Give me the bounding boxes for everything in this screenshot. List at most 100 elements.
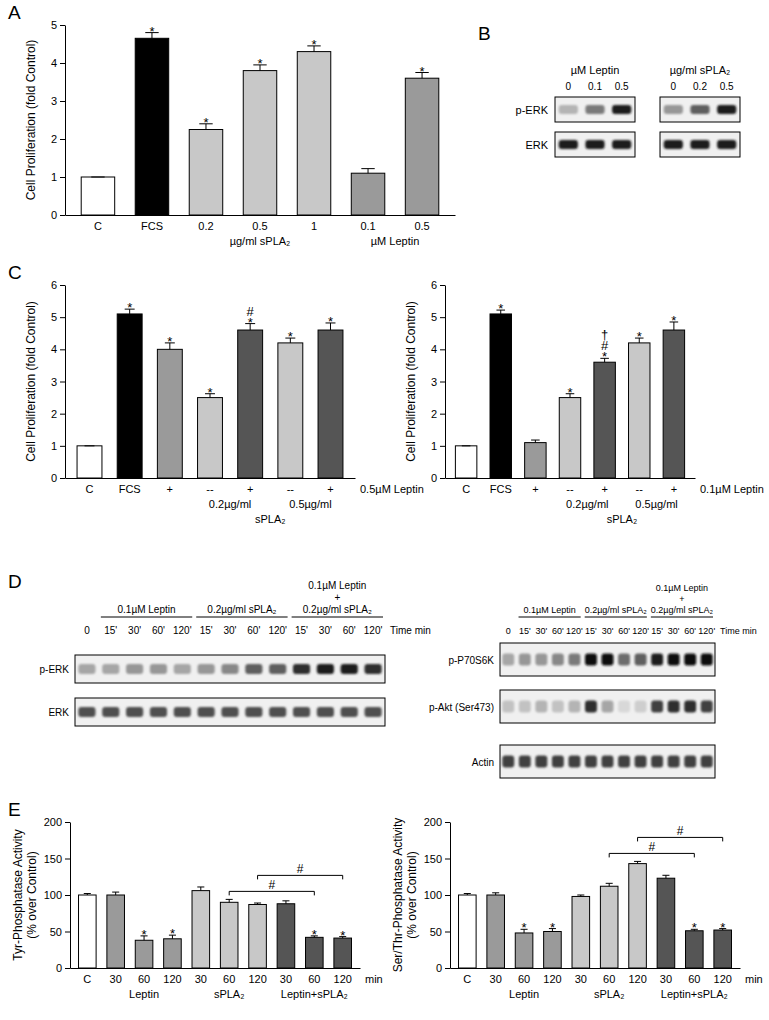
x-tick: 0.1 xyxy=(360,215,375,232)
blot-band xyxy=(102,664,119,674)
significance-marker: * xyxy=(170,926,175,941)
panel-letter: B xyxy=(478,23,491,44)
blot-panel: 0.1µM Leptin0.2µg/ml sPLA₂0.1µM Leptin+0… xyxy=(429,583,757,778)
error-bar xyxy=(662,875,669,878)
y-axis-line xyxy=(450,823,451,969)
x-tick: 0.5 xyxy=(252,215,267,232)
blot-band xyxy=(519,701,531,713)
blot-frame xyxy=(555,132,635,157)
y-tick-label: 0 xyxy=(51,209,57,221)
blot-frame xyxy=(500,643,715,676)
significance-marker: * xyxy=(602,349,607,364)
bar xyxy=(629,864,647,968)
group-label: µg/ml sPLA₂ xyxy=(230,235,291,247)
blot-lane-label: 30' xyxy=(128,625,141,636)
x-tick-label: + xyxy=(671,483,677,495)
blot-band xyxy=(535,654,547,666)
y-tick-label: 0 xyxy=(56,962,62,974)
group-label: 0.5µg/ml xyxy=(635,498,677,510)
y-axis-line xyxy=(65,286,66,479)
blot-lane-label: 120' xyxy=(268,625,287,636)
y-axis-label: Cell Proliferation (fold Control) xyxy=(24,40,38,201)
x-tick: 120 xyxy=(248,968,266,985)
blot-lane-label: 60' xyxy=(152,625,165,636)
y-tick-label: 6 xyxy=(51,279,57,291)
blot-row-label: p-ERK xyxy=(40,664,70,675)
y-tick: 1 xyxy=(51,171,65,183)
blot-lane-label: 15' xyxy=(200,625,213,636)
y-tick-label: 5 xyxy=(431,311,437,323)
y-tick-label: 5 xyxy=(51,19,57,31)
y-axis-label: Cell Proliferation (fold Control) xyxy=(24,301,38,462)
blot-band xyxy=(612,140,631,149)
bar xyxy=(351,173,384,215)
x-tick: 30 xyxy=(280,968,292,985)
y-tick: 200 xyxy=(44,816,70,828)
error-bar xyxy=(606,883,613,886)
blot-row-label: p-P70S6K xyxy=(448,655,494,666)
y-tick-mark xyxy=(65,859,70,860)
blot-lane-label: 120' xyxy=(698,626,715,636)
blot-band xyxy=(585,756,597,768)
error-bar xyxy=(91,177,104,178)
blot-frame xyxy=(75,698,385,726)
y-tick: 3 xyxy=(431,376,445,388)
y-tick-label: 200 xyxy=(424,816,442,828)
blot-band xyxy=(664,105,683,114)
x-axis-label: 0.1µM Leptin xyxy=(700,483,764,495)
x-axis-line xyxy=(446,478,696,479)
blot-band xyxy=(651,701,663,713)
blot-band xyxy=(635,701,647,713)
blot-header-label: 0.1µM Leptin xyxy=(656,583,708,593)
y-tick-label: 200 xyxy=(44,816,62,828)
y-tick-mark xyxy=(65,822,70,823)
blot-band xyxy=(502,654,514,666)
blot-band xyxy=(269,707,286,717)
blot-lane-label: 0 xyxy=(671,81,677,92)
significance-marker: * xyxy=(522,920,527,935)
error-bar xyxy=(361,169,374,174)
x-tick: + xyxy=(601,478,607,495)
blot-band xyxy=(602,654,614,666)
blot-band xyxy=(293,664,310,674)
y-tick: 150 xyxy=(44,853,70,865)
y-tick-label: 150 xyxy=(424,853,442,865)
bar xyxy=(459,895,477,968)
bar xyxy=(243,71,276,215)
error-bar xyxy=(85,445,95,446)
significance-marker: * xyxy=(567,385,572,400)
x-tick-label: 60 xyxy=(603,973,615,985)
bar-chart: ****##050100150200C306012030601203060120… xyxy=(391,816,763,1000)
blot-band xyxy=(717,105,736,114)
x-tick: -- xyxy=(566,478,574,495)
x-tick: 120 xyxy=(163,968,181,985)
y-tick-label: 2 xyxy=(51,133,57,145)
bar xyxy=(79,895,97,968)
bar xyxy=(487,895,505,968)
y-tick: 50 xyxy=(50,926,70,938)
y-tick: 3 xyxy=(51,95,65,107)
plot-area xyxy=(79,887,352,968)
y-tick-mark xyxy=(440,349,445,350)
blot-header-label: 0.2µg/ml sPLA₂ xyxy=(303,604,372,615)
blot-section-label: µM Leptin xyxy=(571,64,620,76)
blot-frame xyxy=(75,655,385,683)
y-tick: 200 xyxy=(424,816,450,828)
y-tick: 0 xyxy=(51,209,65,221)
x-tick: 60 xyxy=(308,968,320,985)
blot-lane-label: 120' xyxy=(566,626,583,636)
blot-band xyxy=(174,707,191,717)
bar-chart: ****##050100150200C306012030601203060120… xyxy=(8,799,383,1000)
blot-frame xyxy=(500,690,715,723)
panel-letter: E xyxy=(8,799,21,820)
blot-band xyxy=(174,664,191,674)
blot-lane-label: 120' xyxy=(173,625,192,636)
y-tick-label: 2 xyxy=(431,408,437,420)
x-tick-label: C xyxy=(83,973,91,985)
y-tick-mark xyxy=(440,285,445,286)
blot-band xyxy=(519,654,531,666)
bar xyxy=(157,349,182,478)
x-axis: CFCS+--+--+ xyxy=(66,478,356,495)
x-tick: + xyxy=(247,478,253,495)
bar xyxy=(278,343,303,478)
